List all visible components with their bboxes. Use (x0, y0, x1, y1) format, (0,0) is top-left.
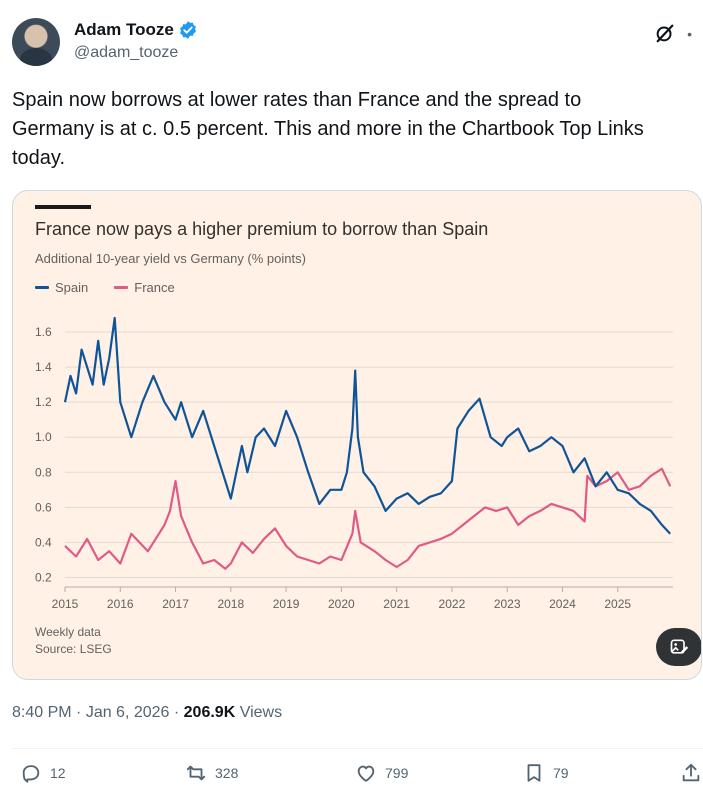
chart-subtitle: Additional 10-year yield vs Germany (% p… (35, 251, 306, 266)
views-count: 206.9K (183, 704, 236, 721)
like-icon (357, 765, 375, 782)
x-tick-label: 2024 (549, 597, 576, 611)
series-line-spain (63, 316, 672, 535)
author-name[interactable]: Adam Tooze (74, 20, 174, 39)
action-bar: 12 328 799 79 (0, 762, 703, 792)
x-tick-label: 2020 (328, 597, 355, 611)
y-tick-label: 0.4 (35, 535, 52, 549)
x-tick-label: 2025 (604, 597, 631, 611)
x-tick-label: 2016 (107, 597, 134, 611)
bookmark-button[interactable]: 79 (523, 762, 569, 784)
tweet-date[interactable]: Jan 6, 2026 (85, 704, 170, 721)
meta-separator-2: · (169, 704, 184, 721)
legend-item-spain: Spain (35, 280, 88, 295)
chart-top-rule (35, 205, 91, 209)
x-tick-label: 2021 (383, 597, 410, 611)
divider (12, 748, 703, 749)
reply-icon (22, 765, 40, 783)
repost-count: 328 (215, 765, 239, 781)
chart-title: France now pays a higher premium to borr… (35, 219, 489, 239)
tweet-time[interactable]: 8:40 PM (12, 704, 72, 721)
legend-item-france: France (114, 280, 175, 295)
chart-image-card[interactable]: France now pays a higher premium to borr… (12, 190, 702, 680)
y-tick-label: 0.2 (35, 570, 52, 584)
reply-button[interactable]: 12 (20, 762, 66, 784)
y-tick-label: 1.4 (35, 360, 52, 374)
reply-count: 12 (50, 765, 66, 781)
legend-swatch-spain (35, 286, 49, 289)
bookmark-count: 79 (553, 765, 569, 781)
verified-badge-icon (179, 21, 196, 39)
author-handle[interactable]: @adam_tooze (74, 44, 179, 61)
tweet-text: Spain now borrows at lower rates than Fr… (12, 89, 644, 169)
y-tick-label: 1.2 (35, 395, 52, 409)
x-tick-label: 2022 (439, 597, 466, 611)
image-edit-icon (670, 639, 689, 654)
legend-label-spain: Spain (55, 280, 89, 295)
share-icon (682, 763, 700, 782)
x-tick-label: 2015 (52, 597, 79, 611)
x-tick-label: 2018 (217, 597, 244, 611)
y-tick-label: 1.0 (35, 430, 52, 444)
series-line-france (64, 467, 672, 570)
chart-footnote-frequency: Weekly data (35, 625, 101, 639)
legend-swatch-france (114, 286, 129, 289)
x-tick-label: 2023 (494, 597, 521, 611)
y-tick-label: 0.8 (35, 465, 52, 479)
x-tick-label: 2017 (162, 597, 189, 611)
author-name-row: Adam Tooze (74, 20, 198, 40)
more-icon[interactable]: • (687, 26, 692, 42)
tweet-header: Adam Tooze @adam_tooze • (12, 14, 692, 70)
chart-plot: 0.2 0.4 0.6 0.8 1.0 1.2 1.4 1.6 2015 2016 2017 2018… (35, 316, 673, 611)
y-tick-label: 1.6 (35, 325, 52, 339)
grok-icon[interactable] (654, 22, 676, 44)
repost-button[interactable]: 328 (185, 762, 238, 784)
chart-footnotes: Weekly data Source: LSEG (35, 624, 112, 658)
views-label: Views (239, 704, 283, 721)
bookmark-icon (527, 764, 541, 782)
x-tick-label: 2019 (273, 597, 300, 611)
share-button[interactable] (680, 762, 702, 784)
chart-legend: Spain France (35, 280, 175, 295)
avatar[interactable] (12, 18, 60, 66)
y-tick-label: 0.6 (35, 500, 52, 514)
image-edit-button[interactable] (656, 628, 701, 666)
repost-icon (186, 765, 206, 781)
meta-separator: · (71, 704, 86, 721)
tweet-meta: 8:40 PM · Jan 6, 2026 · 206.9K Views (12, 704, 282, 722)
chart-footnote-source: Source: LSEG (35, 642, 112, 656)
like-count: 799 (385, 765, 409, 781)
like-button[interactable]: 799 (355, 762, 408, 784)
legend-label-france: France (134, 280, 175, 295)
